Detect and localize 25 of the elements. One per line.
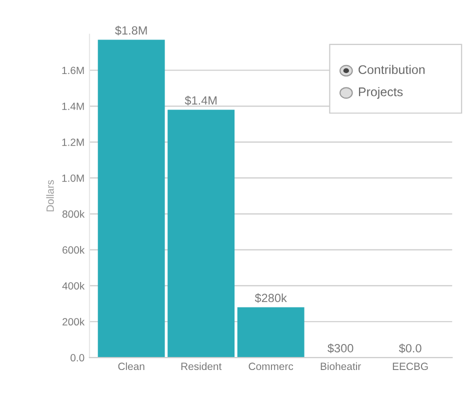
annotation: Contribution <box>358 64 425 74</box>
x-tick-label: Commerc <box>248 362 294 370</box>
data-label: $1.8M <box>115 26 147 36</box>
data-label: $280k <box>254 293 287 303</box>
x-tick-label: Bioheatir <box>320 362 361 370</box>
y-axis-title: Dollars <box>46 180 54 212</box>
y-tick-label: 800k <box>62 210 85 218</box>
y-tick-label: 600k <box>62 246 85 254</box>
x-tick-label: EECBG <box>392 362 428 370</box>
y-tick-label: 1.6M <box>62 66 84 74</box>
bar <box>168 110 235 358</box>
annotation: Projects <box>358 87 403 99</box>
y-tick-label: 0.0 <box>70 354 84 362</box>
x-tick-label: Clean <box>118 362 144 370</box>
y-tick-label: 400k <box>62 282 85 290</box>
y-tick-label: 1.0M <box>62 174 84 182</box>
data-label: $1.4M <box>184 96 217 106</box>
y-tick-label: 1.2M <box>62 138 84 146</box>
x-tick-label: Resident <box>181 362 222 370</box>
data-label: $300 <box>328 344 354 354</box>
y-tick-label: 200k <box>62 318 85 326</box>
bar <box>98 40 165 358</box>
y-tick-label: 1.4M <box>62 102 84 110</box>
data-label: $0.0 <box>398 344 422 354</box>
bar <box>237 307 304 358</box>
